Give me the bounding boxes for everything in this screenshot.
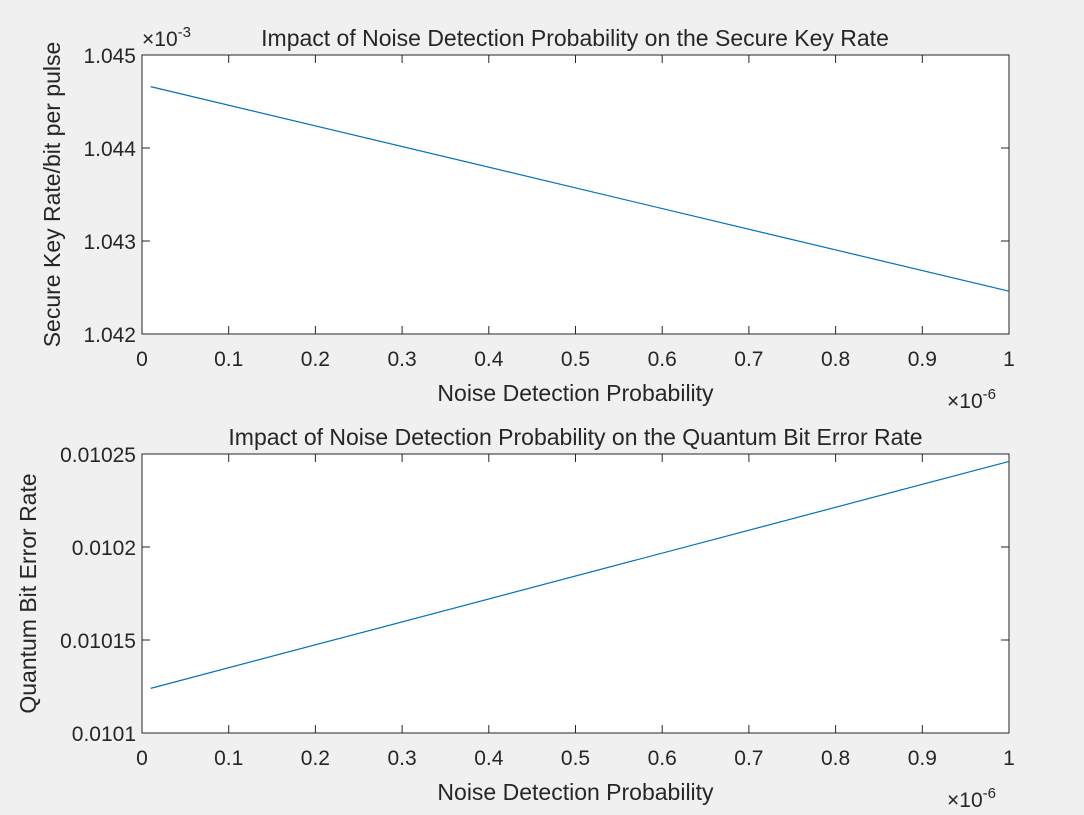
x-exponent: ×10-6 [947,386,996,413]
x-tick-label: 0.2 [301,747,330,770]
y-tick-label: 0.0101 [72,723,136,746]
x-exponent-power: -6 [983,785,996,802]
x-tick-label: 0 [136,747,148,770]
y-tick-label: 1.045 [83,45,136,68]
y-tick-label: 0.01015 [60,630,136,653]
x-tick-label: 0.3 [387,747,416,770]
x-tick-label: 0.3 [387,348,416,371]
y-tick-label: 0.01025 [60,444,136,467]
x-tick-label: 0.8 [821,348,850,371]
x-tick-label: 1 [1003,348,1015,371]
y-axis-label: Secure Key Rate/bit per pulse [39,42,65,348]
x-exponent-base: ×10 [947,789,983,812]
x-tick-label: 1 [1003,747,1015,770]
y-tick-label: 0.0102 [72,537,136,560]
x-tick-label: 0.6 [648,348,677,371]
x-tick-label: 0 [136,348,148,371]
x-tick-label: 0.2 [301,348,330,371]
y-exponent: ×10-3 [142,24,191,51]
x-exponent-power: -6 [983,386,996,403]
x-tick-label: 0.1 [214,348,243,371]
y-axis-label: Quantum Bit Error Rate [15,473,41,713]
series-line [150,86,1010,292]
x-tick-label: 0.7 [734,348,763,371]
x-tick-label: 0.5 [561,747,590,770]
x-axis-label: Noise Detection Probability [437,779,714,805]
x-exponent-base: ×10 [947,390,983,413]
series-line [150,460,1010,689]
x-tick-label: 0.4 [474,747,504,770]
x-tick-label: 0.8 [821,747,850,770]
chart-title: Impact of Noise Detection Probability on… [261,25,889,51]
chart-panel-2: 0 0.1 0.2 0.3 0.4 0.5 0.6 0.7 0.8 0.9 1 0.0101 0.010… [15,424,1015,812]
x-tick-label: 0.9 [908,747,937,770]
x-tick-label: 0.5 [561,348,590,371]
plot-area [141,453,1010,734]
x-tick-label: 0.9 [908,348,937,371]
chart-panel-1: 0 0.1 0.2 0.3 0.4 0.5 0.6 0.7 0.8 0.9 1 1.042 1.043 1… [39,24,1015,413]
plot-area [141,54,1010,335]
y-tick-label: 1.043 [83,231,136,254]
y-exponent-power: -3 [178,24,191,41]
x-tick-label: 0.7 [734,747,763,770]
x-axis-label: Noise Detection Probability [437,380,714,406]
y-exponent-base: ×10 [142,28,178,51]
y-tick-label: 1.044 [83,138,136,161]
y-tick-label: 1.042 [83,324,136,347]
chart-title: Impact of Noise Detection Probability on… [228,424,922,450]
x-tick-label: 0.4 [474,348,504,371]
x-exponent: ×10-6 [947,785,996,812]
x-tick-label: 0.6 [648,747,677,770]
x-tick-label: 0.1 [214,747,243,770]
